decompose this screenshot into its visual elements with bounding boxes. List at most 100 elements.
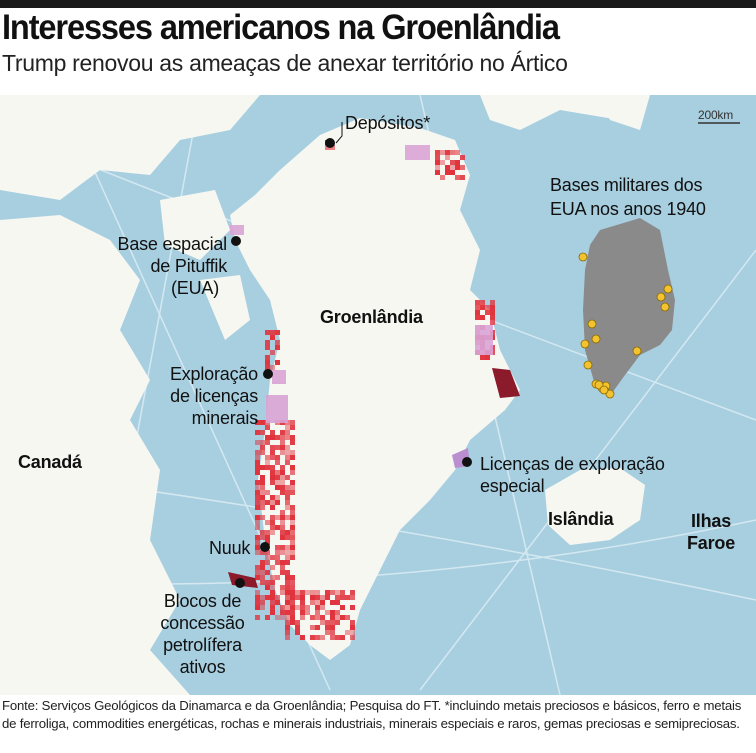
deposit-marker xyxy=(285,550,290,555)
deposit-marker xyxy=(445,165,450,170)
deposit-marker xyxy=(265,540,270,545)
deposit-marker xyxy=(440,160,445,165)
deposit-marker xyxy=(285,610,290,615)
deposit-marker xyxy=(260,480,265,485)
deposit-marker xyxy=(435,150,440,155)
base-marker xyxy=(605,389,615,399)
deposit-marker xyxy=(280,445,285,450)
deposit-marker xyxy=(285,425,290,430)
deposit-marker xyxy=(300,615,305,620)
deposit-marker xyxy=(255,500,260,505)
deposit-marker xyxy=(285,570,290,575)
base-marker xyxy=(599,385,609,395)
deposit-marker xyxy=(265,340,270,345)
deposit-marker xyxy=(445,150,450,155)
base-marker xyxy=(663,284,673,294)
deposit-marker xyxy=(325,595,330,600)
deposit-leader-line xyxy=(335,122,343,144)
scale-label: 200km xyxy=(698,108,734,122)
deposit-marker xyxy=(320,595,325,600)
deposit-marker xyxy=(325,610,330,615)
deposit-marker xyxy=(275,500,280,505)
deposit-marker xyxy=(455,150,460,155)
deposit-marker xyxy=(485,355,490,360)
deposit-marker xyxy=(270,590,275,595)
deposit-marker xyxy=(285,455,290,460)
page-title: Interesses americanos na Groenlândia xyxy=(2,8,560,47)
deposit-marker xyxy=(255,430,260,435)
deposit-marker xyxy=(270,530,275,535)
deposit-marker xyxy=(290,420,295,425)
deposit-marker xyxy=(280,605,285,610)
deposit-marker xyxy=(305,590,310,595)
deposit-marker xyxy=(280,565,285,570)
deposit-marker xyxy=(260,515,265,520)
deposit-marker xyxy=(315,605,320,610)
deposit-markers xyxy=(255,140,495,640)
deposit-marker xyxy=(285,585,290,590)
deposit-marker xyxy=(305,610,310,615)
deposit-marker xyxy=(280,585,285,590)
deposit-marker xyxy=(255,465,260,470)
deposit-marker xyxy=(290,600,295,605)
deposit-marker xyxy=(275,455,280,460)
label-line: Ilhas xyxy=(690,511,732,531)
deposit-marker xyxy=(330,620,335,625)
deposit-marker xyxy=(270,505,275,510)
deposit-marker xyxy=(280,490,285,495)
deposit-marker xyxy=(330,625,335,630)
label-line: de Pituffik xyxy=(150,256,227,276)
deposit-marker xyxy=(275,545,280,550)
deposit-marker xyxy=(290,435,295,440)
deposit-marker xyxy=(270,475,275,480)
deposit-marker xyxy=(285,545,290,550)
label-bases: Bases militares dos EUA nos anos 1940 xyxy=(550,173,706,221)
deposit-marker xyxy=(270,600,275,605)
deposit-marker xyxy=(285,495,290,500)
deposit-marker xyxy=(265,490,270,495)
deposit-marker xyxy=(280,515,285,520)
deposit-marker xyxy=(285,595,290,600)
deposit-marker xyxy=(310,625,315,630)
deposit-marker xyxy=(255,490,260,495)
deposit-marker xyxy=(280,565,285,570)
deposit-marker xyxy=(315,625,320,630)
label-nuuk: Nuuk xyxy=(209,538,251,558)
deposit-marker xyxy=(330,590,335,595)
deposit-marker xyxy=(280,430,285,435)
deposit-marker xyxy=(480,305,485,310)
deposit-marker xyxy=(310,590,315,595)
deposit-marker xyxy=(310,600,315,605)
deposit-marker xyxy=(265,535,270,540)
deposit-marker xyxy=(280,530,285,535)
deposit-marker xyxy=(265,540,270,545)
deposit-marker xyxy=(335,610,340,615)
deposit-marker xyxy=(280,450,285,455)
inset-greenland xyxy=(583,218,675,393)
deposit-marker xyxy=(285,485,290,490)
deposit-marker xyxy=(350,625,355,630)
deposit-marker xyxy=(280,550,285,555)
deposit-marker xyxy=(275,345,280,350)
deposit-marker xyxy=(270,475,275,480)
label-canada: Canadá xyxy=(18,452,82,472)
deposit-marker xyxy=(305,605,310,610)
deposit-marker xyxy=(275,330,280,335)
deposit-marker xyxy=(265,520,270,525)
deposit-marker xyxy=(260,465,265,470)
deposit-marker xyxy=(270,430,275,435)
deposit-marker xyxy=(345,615,350,620)
deposit-marker xyxy=(255,540,260,545)
deposit-marker xyxy=(270,580,275,585)
deposit-marker xyxy=(290,525,295,530)
deposit-marker xyxy=(270,515,275,520)
deposit-marker xyxy=(285,450,290,455)
deposit-marker xyxy=(460,165,465,170)
deposit-marker xyxy=(255,495,260,500)
deposit-marker xyxy=(265,500,270,505)
deposit-marker xyxy=(300,635,305,640)
deposit-marker xyxy=(290,590,295,595)
deposit-marker xyxy=(265,440,270,445)
deposit-marker xyxy=(285,435,290,440)
label-line: de licenças xyxy=(170,386,258,406)
